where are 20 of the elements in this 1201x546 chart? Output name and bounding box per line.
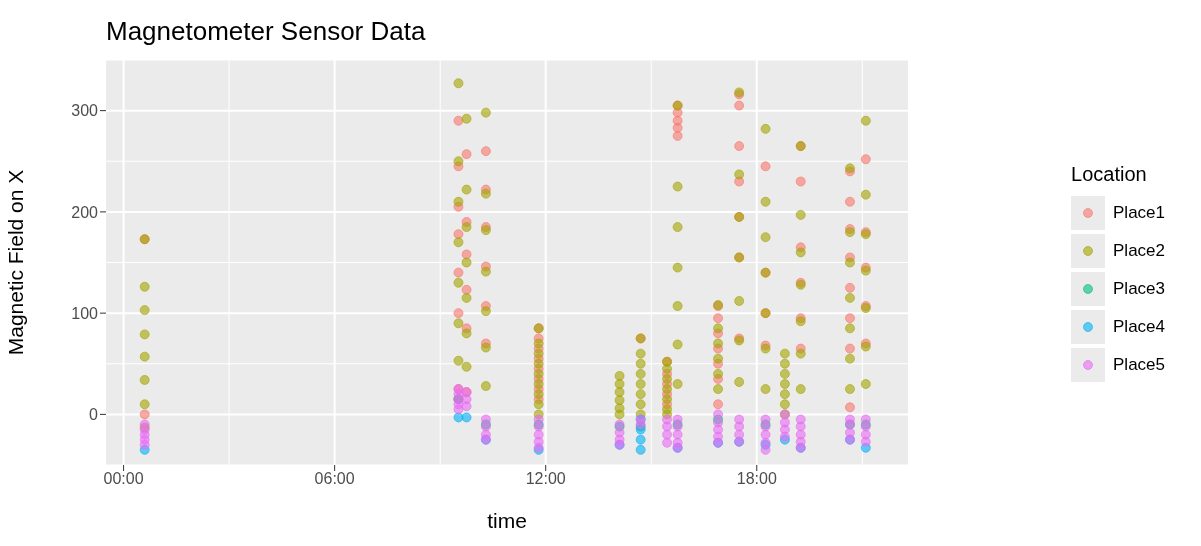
point <box>635 434 646 445</box>
y-tick-label: 300 <box>71 102 99 120</box>
legend-label: Place3 <box>1113 278 1165 299</box>
legend-label: Place4 <box>1113 316 1165 337</box>
x-axis-title: time <box>487 509 527 532</box>
point <box>635 444 646 455</box>
point <box>461 412 472 423</box>
x-tick-label: 06:00 <box>314 470 355 488</box>
y-tick-label: 100 <box>71 304 99 322</box>
legend-label: Place5 <box>1113 354 1165 375</box>
legend-label: Place2 <box>1113 240 1165 261</box>
legend-label: Place1 <box>1113 202 1165 223</box>
x-tick-label: 00:00 <box>103 470 144 488</box>
y-tick-label: 200 <box>71 203 99 221</box>
legend-title: Location <box>1071 162 1148 186</box>
x-tick-label: 12:00 <box>525 470 566 488</box>
y-tick-label: 0 <box>89 406 99 424</box>
chart-title: Magnetometer Sensor Data <box>106 16 426 47</box>
y-axis-title: Magnetic Field on X <box>4 169 28 356</box>
x-tick-label: 18:00 <box>736 470 777 488</box>
